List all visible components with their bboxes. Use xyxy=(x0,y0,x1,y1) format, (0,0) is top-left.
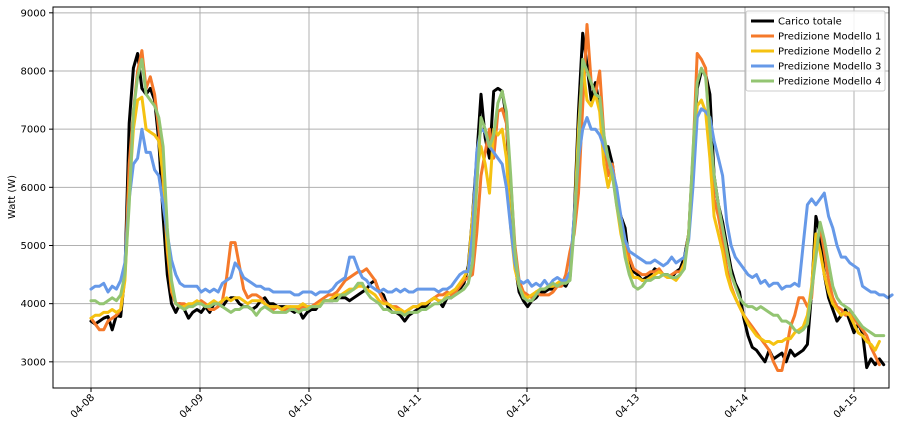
plot-frame xyxy=(52,6,890,389)
series-line-4 xyxy=(89,107,894,300)
y-tick-label: 4000 xyxy=(21,299,46,310)
legend: Carico totale Predizione Modello 1 Predizi… xyxy=(745,10,886,92)
y-tick-label: 9000 xyxy=(21,8,46,19)
series-line-5 xyxy=(89,57,886,338)
y-tick-label: 3000 xyxy=(21,357,46,368)
legend-label: Predizione Modello 1 xyxy=(778,32,881,43)
legend-label: Carico totale xyxy=(778,17,842,28)
y-axis: 3000 4000 5000 6000 7000 8000 9000 xyxy=(21,8,53,368)
legend-label: Predizione Modello 2 xyxy=(778,47,881,58)
legend-label: Predizione Modello 4 xyxy=(778,77,881,88)
y-tick-label: 8000 xyxy=(21,66,46,77)
y-tick-label: 5000 xyxy=(21,241,46,252)
series-lines xyxy=(89,23,894,372)
y-axis-title: Watt (W) xyxy=(7,175,18,219)
y-tick-label: 7000 xyxy=(21,125,46,136)
series-line-3 xyxy=(89,63,881,352)
legend-label: Predizione Modello 3 xyxy=(778,62,881,73)
legend-box xyxy=(745,10,886,92)
y-tick-label: 6000 xyxy=(21,183,46,194)
